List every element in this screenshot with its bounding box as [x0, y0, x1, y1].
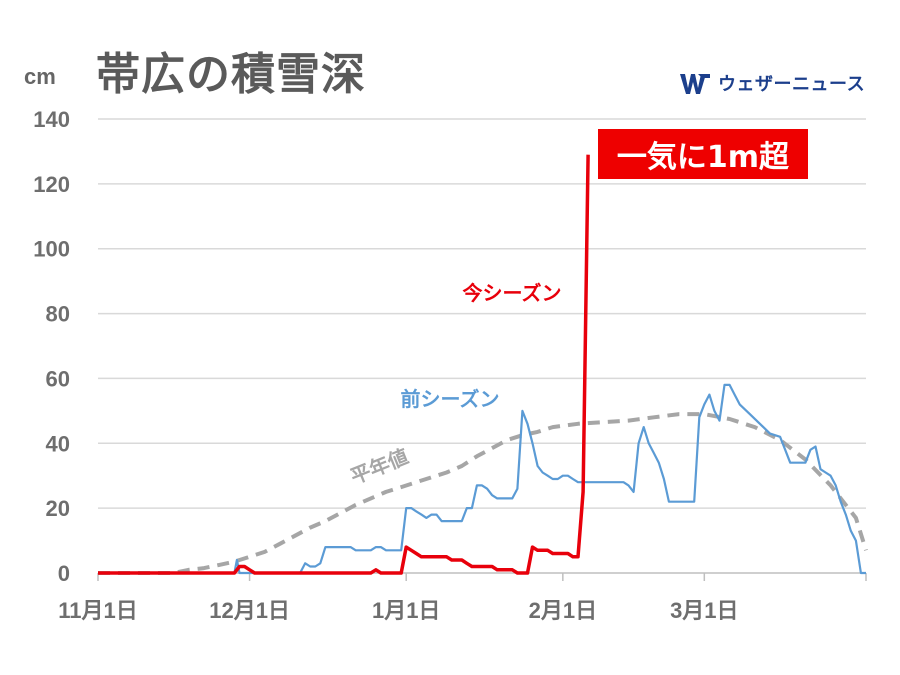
brand-name: ウェザーニュース — [718, 74, 866, 95]
series-label: 前シーズン — [401, 387, 500, 411]
y-axis-unit: cm — [24, 64, 56, 89]
y-tick-label: 60 — [46, 366, 70, 391]
series-line-1 — [98, 383, 866, 575]
y-tick-label: 20 — [46, 496, 70, 521]
series-line-2 — [98, 412, 868, 575]
x-tick-label: 12月1日 — [209, 598, 290, 623]
y-tick-label: 140 — [33, 107, 70, 132]
y-tick-label: 40 — [46, 431, 70, 456]
y-tick-label: 0 — [58, 561, 70, 586]
weathernews-logo-icon — [678, 66, 712, 100]
y-tick-label: 120 — [33, 172, 70, 197]
series-label: 平年値 — [347, 444, 412, 489]
brand-logo-group: ウェザーニュース — [678, 66, 865, 100]
series-lines — [98, 154, 868, 575]
chart-title: 帯広の積雪深 — [96, 49, 366, 100]
series-line-0 — [98, 154, 590, 575]
series-label: 今シーズン — [463, 281, 562, 305]
y-axis-ticks: 0 20 40 60 80 100 120 140 — [33, 107, 70, 586]
y-tick-label: 100 — [33, 237, 70, 262]
grid-lines — [98, 118, 866, 574]
x-axis-ticks: 11月1日 12月1日 1月1日 2月1日 3月1日 — [58, 573, 867, 623]
x-tick-label: 3月1日 — [670, 598, 738, 623]
y-tick-label: 80 — [46, 302, 70, 327]
x-tick-label: 2月1日 — [529, 598, 597, 623]
x-tick-label: 1月1日 — [372, 598, 440, 623]
x-tick-label: 11月1日 — [58, 598, 138, 623]
callout-box: 一気に1m超 — [598, 129, 808, 179]
